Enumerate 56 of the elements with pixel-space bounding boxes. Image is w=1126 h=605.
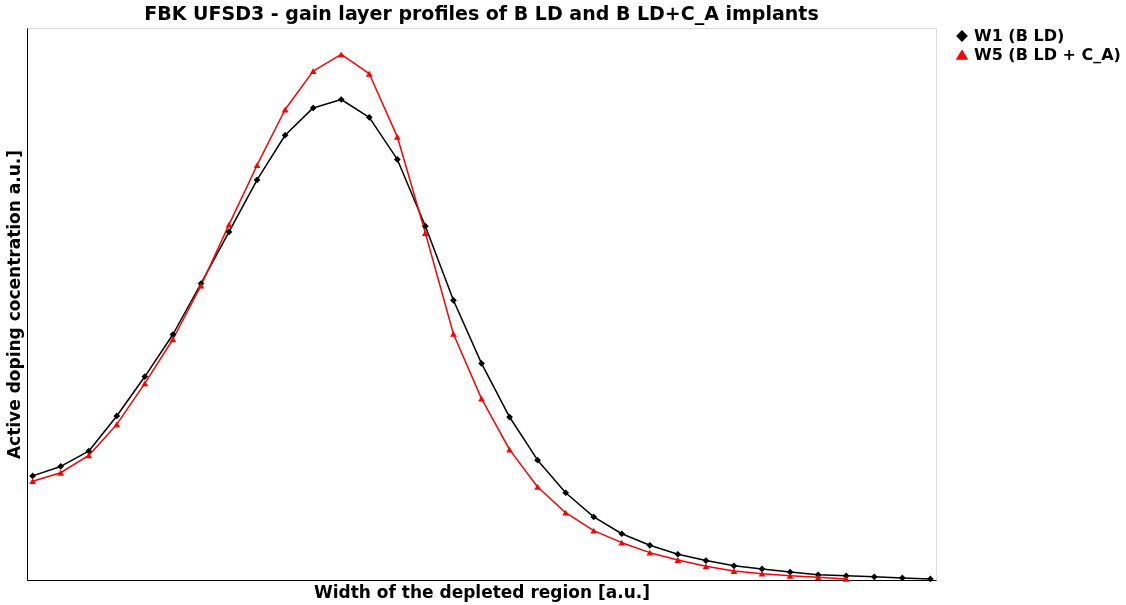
- point: [870, 573, 878, 581]
- point: [337, 96, 345, 103]
- point: [506, 446, 513, 453]
- chart-title: FBK UFSD3 - gain layer profiles of B LD and B LD+C_A implants: [144, 2, 819, 25]
- point: [225, 228, 233, 236]
- point: [337, 51, 345, 58]
- point: [309, 104, 317, 112]
- point: [618, 539, 626, 546]
- point: [618, 530, 626, 538]
- point: [702, 563, 710, 570]
- point: [225, 221, 233, 228]
- point: [281, 131, 289, 139]
- point: [590, 513, 598, 521]
- point: [393, 133, 401, 140]
- point: [730, 568, 738, 574]
- point: [113, 421, 121, 428]
- point: [141, 380, 149, 387]
- point: [253, 176, 261, 184]
- point: [309, 68, 317, 75]
- point: [562, 489, 570, 497]
- point: [422, 222, 429, 230]
- point: [898, 574, 906, 582]
- y-axis-title: Active doping cocentration a.u.]: [3, 149, 24, 460]
- x-axis-title: Width of the depleted region [a.u.]: [313, 581, 651, 602]
- point: [758, 565, 766, 573]
- point: [730, 562, 738, 570]
- point: [85, 447, 93, 455]
- point: [674, 550, 682, 558]
- point: [57, 463, 65, 470]
- point: [674, 557, 682, 563]
- point: [113, 412, 121, 420]
- point: [646, 549, 654, 556]
- point: [141, 373, 149, 380]
- point: [786, 572, 794, 579]
- point: [450, 331, 457, 337]
- point: [365, 70, 373, 77]
- point: [450, 296, 457, 304]
- legend-label: W5 (B LD + C_A): [974, 45, 1121, 64]
- point: [758, 570, 766, 577]
- point: [842, 576, 850, 582]
- legend-label: W1 (B LD): [974, 26, 1065, 45]
- point: [169, 336, 177, 343]
- point: [253, 162, 261, 169]
- point: [534, 456, 541, 464]
- point: [562, 509, 570, 516]
- point: [29, 472, 36, 480]
- point: [29, 478, 36, 485]
- point: [365, 114, 373, 121]
- point: [534, 484, 541, 490]
- point: [57, 469, 65, 476]
- point: [646, 541, 654, 549]
- point: [927, 575, 934, 583]
- point: [478, 395, 485, 402]
- point: [393, 156, 401, 163]
- point: [422, 230, 429, 236]
- point: [478, 360, 485, 367]
